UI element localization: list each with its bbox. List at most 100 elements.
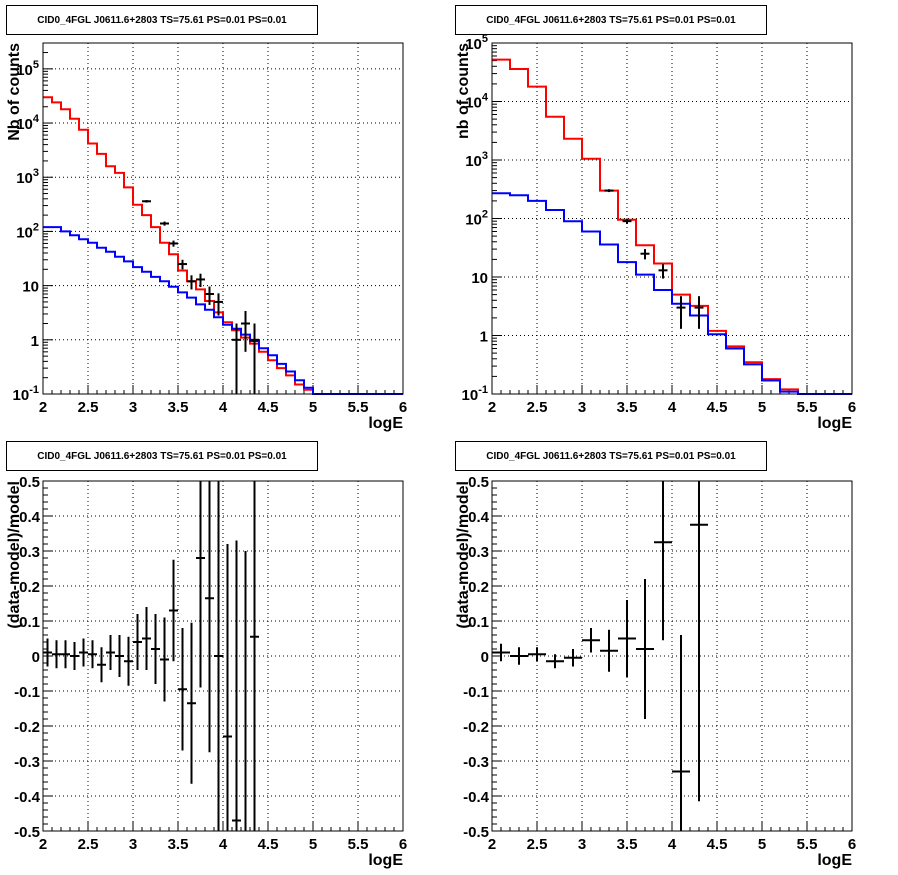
top-right-y-tick-base: 10 (465, 212, 482, 229)
top-right-x-tick-label: 3 (578, 399, 586, 416)
bottom-left-y-tick-label: -0.1 (14, 684, 40, 701)
plot-title-bottom-left: CID0_4FGL J0611.6+2803 TS=75.61 PS=0.01 … (6, 441, 318, 471)
bottom-right-x-tick-label: 3 (578, 836, 586, 853)
top-right-y-tick-exponent: -1 (478, 384, 488, 396)
bottom-left-y-tick-label: -0.4 (14, 789, 41, 806)
top-left-x-tick-label: 3.5 (168, 399, 189, 416)
top-right-component-model-line (492, 192, 852, 395)
top-left-y-tick-label: 104 (16, 113, 40, 133)
top-right-y-tick-label: 102 (465, 209, 488, 229)
top-left-y-tick-base: 10 (13, 387, 30, 404)
bottom-left-x-tick-label: 5.5 (348, 836, 369, 853)
top-left-y-axis-label: Nb of counts (6, 43, 23, 141)
top-left-x-tick-label: 4 (219, 399, 228, 416)
bottom-right-x-axis-label: logE (817, 852, 852, 869)
top-left-y-tick-base: 10 (16, 62, 33, 79)
top-right-y-tick-exponent: 2 (482, 209, 488, 221)
bottom-right-y-tick-label: -0.5 (463, 824, 489, 841)
top-left-y-tick-exponent: 3 (33, 167, 39, 179)
bottom-left-y-tick-label: 0.1 (19, 614, 40, 631)
bottom-right-x-tick-label: 5 (758, 836, 766, 853)
bottom-right-y-tick-label: -0.4 (463, 789, 490, 806)
top-left-y-tick-label: 10 (22, 279, 39, 296)
bottom-right-y-axis-label: (data-model)/model (455, 481, 472, 629)
bottom-left-y-tick-label: 0 (32, 649, 40, 666)
bottom-right-y-tick-label: 0.1 (468, 614, 489, 631)
top-left-plot-frame (42, 42, 404, 395)
plot-title-top-left: CID0_4FGL J0611.6+2803 TS=75.61 PS=0.01 … (6, 5, 318, 35)
bottom-left-x-axis-label: logE (368, 852, 403, 869)
top-right-y-tick-label: 10 (471, 270, 488, 287)
bottom-left-y-tick-label: -0.2 (14, 719, 40, 736)
bottom-left-y-tick-label: 0.5 (19, 474, 40, 491)
top-left-x-tick-label: 4.5 (258, 399, 279, 416)
top-left-y-tick-base: 10 (16, 116, 33, 133)
top-left-y-tick-label: 103 (16, 167, 39, 187)
bottom-right-x-tick-label: 5.5 (797, 836, 818, 853)
bottom-left-y-tick-label: 0.3 (19, 544, 40, 561)
top-right-y-tick-exponent: 5 (482, 33, 488, 45)
top-right-y-tick-exponent: 4 (482, 92, 489, 104)
bottom-right-y-tick-label: -0.1 (463, 684, 489, 701)
top-right-x-tick-label: 2 (488, 399, 496, 416)
top-left-y-tick-exponent: 2 (33, 221, 39, 233)
bottom-left-x-tick-label: 3.5 (168, 836, 189, 853)
top-left-y-tick-exponent: 4 (33, 113, 40, 125)
top-right-y-tick-label: 103 (465, 150, 488, 170)
bottom-right-x-tick-label: 6 (848, 836, 856, 853)
top-right-x-axis-label: logE (817, 415, 852, 432)
bottom-right-y-tick-label: 0.3 (468, 544, 489, 561)
bottom-left-y-tick-label: 0.2 (19, 579, 40, 596)
bottom-left-x-tick-label: 3 (129, 836, 137, 853)
top-left-y-tick-label: 105 (16, 59, 39, 79)
top-left-x-tick-label: 5 (309, 399, 317, 416)
plot-title-bottom-right: CID0_4FGL J0611.6+2803 TS=75.61 PS=0.01 … (455, 441, 767, 471)
top-left-y-tick-label: 102 (16, 221, 39, 241)
top-right-x-tick-label: 4 (668, 399, 677, 416)
bottom-left-plot-frame (42, 480, 404, 832)
bottom-right-y-tick-label: 0.4 (468, 509, 490, 526)
top-right-y-tick-label: 10-1 (462, 384, 488, 404)
bottom-left-x-tick-label: 5 (309, 836, 317, 853)
top-left-x-tick-label: 5.5 (348, 399, 369, 416)
top-right-total-model-line (492, 58, 852, 395)
top-left-y-tick-base: 10 (16, 170, 33, 187)
bottom-right-y-tick-label: -0.3 (463, 754, 489, 771)
top-right-y-tick-base: 10 (465, 36, 482, 53)
bottom-left-y-tick-label: -0.5 (14, 824, 40, 841)
bottom-right-x-tick-label: 2.5 (527, 836, 548, 853)
bottom-left-y-axis-label: (data-model)/model (6, 481, 23, 629)
bottom-right-x-tick-label: 4 (668, 836, 677, 853)
bottom-right-y-tick-label: 0 (481, 649, 489, 666)
top-right-y-tick-label: 1 (480, 329, 488, 346)
plot-title-top-right: CID0_4FGL J0611.6+2803 TS=75.61 PS=0.01 … (455, 5, 767, 35)
bottom-left-x-tick-label: 6 (399, 836, 407, 853)
bottom-right-x-tick-label: 3.5 (617, 836, 638, 853)
top-right-x-tick-label: 3.5 (617, 399, 638, 416)
top-right-y-axis-label: nb of counts (455, 43, 472, 139)
top-left-x-tick-label: 2.5 (78, 399, 99, 416)
top-right-y-tick-base: 10 (465, 153, 482, 170)
bottom-right-x-tick-label: 4.5 (707, 836, 728, 853)
bottom-left-x-tick-label: 4 (219, 836, 228, 853)
top-right-x-tick-label: 6 (848, 399, 856, 416)
top-left-y-tick-exponent: 5 (33, 59, 39, 71)
top-left-y-tick-exponent: -1 (29, 384, 39, 396)
top-right-y-tick-base: 10 (462, 387, 479, 404)
top-left-total-model-line (43, 96, 403, 395)
top-right-x-tick-label: 4.5 (707, 399, 728, 416)
top-left-x-tick-label: 2 (39, 399, 47, 416)
top-right-x-tick-label: 5.5 (797, 399, 818, 416)
top-left-y-tick-base: 10 (16, 224, 33, 241)
top-right-x-tick-label: 2.5 (527, 399, 548, 416)
top-right-x-tick-label: 5 (758, 399, 766, 416)
top-right-y-tick-label: 104 (465, 92, 489, 112)
top-right-y-tick-exponent: 3 (482, 150, 488, 162)
top-left-x-tick-label: 6 (399, 399, 407, 416)
bottom-left-y-tick-label: 0.4 (19, 509, 41, 526)
top-left-y-tick-label: 1 (31, 333, 39, 350)
bottom-left-x-tick-label: 4.5 (258, 836, 279, 853)
top-left-component-model-line (43, 226, 403, 395)
top-right-plot-frame (491, 42, 853, 395)
